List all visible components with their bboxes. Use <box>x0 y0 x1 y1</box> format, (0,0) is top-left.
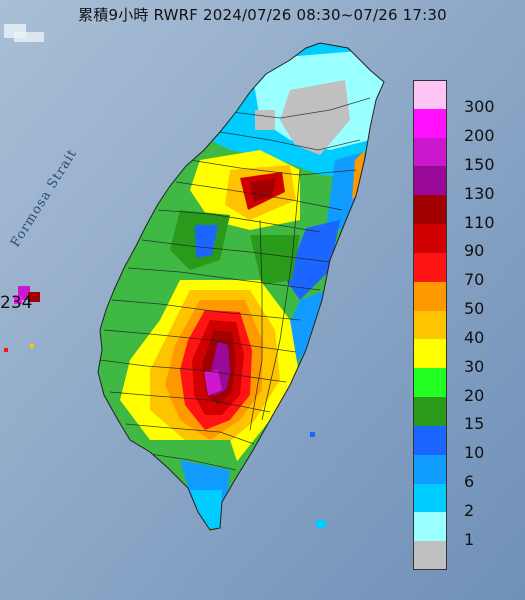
legend-label: 10 <box>464 443 485 463</box>
map-title: 累積9小時 RWRF 2024/07/26 08:30~07/26 17:30 <box>78 6 447 24</box>
legend-swatch <box>413 512 447 542</box>
legend-swatch <box>413 195 447 225</box>
side-value-label: 234 <box>0 293 33 313</box>
legend-swatch <box>413 541 447 570</box>
legend-label: 110 <box>464 212 495 232</box>
legend-label: 90 <box>464 241 485 261</box>
legend-label: 70 <box>464 270 485 290</box>
legend-row <box>413 541 525 572</box>
legend-swatch <box>413 108 447 138</box>
legend-label: 6 <box>464 471 475 491</box>
legend-label: 130 <box>464 183 495 203</box>
legend-row: 40 <box>413 310 525 347</box>
legend-label: 300 <box>464 97 495 117</box>
legend-row: 150 <box>413 137 525 174</box>
legend-swatch <box>413 281 447 311</box>
legend-row: 30 <box>413 339 525 376</box>
legend-row: 2 <box>413 483 525 520</box>
legend-row: 90 <box>413 224 525 260</box>
legend-label: 150 <box>464 154 495 174</box>
sea-echoes <box>4 24 326 528</box>
legend-label: 200 <box>464 126 495 146</box>
legend-swatch <box>413 310 447 340</box>
legend-row: 300 <box>413 80 525 116</box>
coastline <box>97 42 385 531</box>
legend-label: 1 <box>464 529 475 549</box>
legend-row: 1 <box>413 512 525 549</box>
legend-swatch <box>413 137 447 167</box>
legend-swatch <box>413 224 447 253</box>
legend-swatch <box>413 397 447 426</box>
legend-row: 70 <box>413 252 525 289</box>
legend-swatch <box>413 339 447 369</box>
legend-row: 6 <box>413 454 525 491</box>
legend-row: 50 <box>413 281 525 318</box>
legend-row: 110 <box>413 195 525 232</box>
legend-label: 30 <box>464 356 485 376</box>
legend-label: 2 <box>464 500 475 520</box>
legend-label: 40 <box>464 327 485 347</box>
legend-swatch <box>413 483 447 513</box>
legend-row: 15 <box>413 397 525 433</box>
legend-swatch <box>413 166 447 196</box>
legend-swatch <box>413 425 447 455</box>
legend-swatch <box>413 252 447 282</box>
legend-row: 20 <box>413 368 525 405</box>
legend-row: 200 <box>413 108 525 145</box>
legend-label: 20 <box>464 385 485 405</box>
legend-swatch <box>413 454 447 484</box>
legend-swatch <box>413 80 447 109</box>
legend-label: 15 <box>464 414 485 434</box>
legend-swatch <box>413 368 447 398</box>
legend-row: 10 <box>413 425 525 462</box>
legend-label: 50 <box>464 299 485 319</box>
legend-row: 130 <box>413 166 525 203</box>
